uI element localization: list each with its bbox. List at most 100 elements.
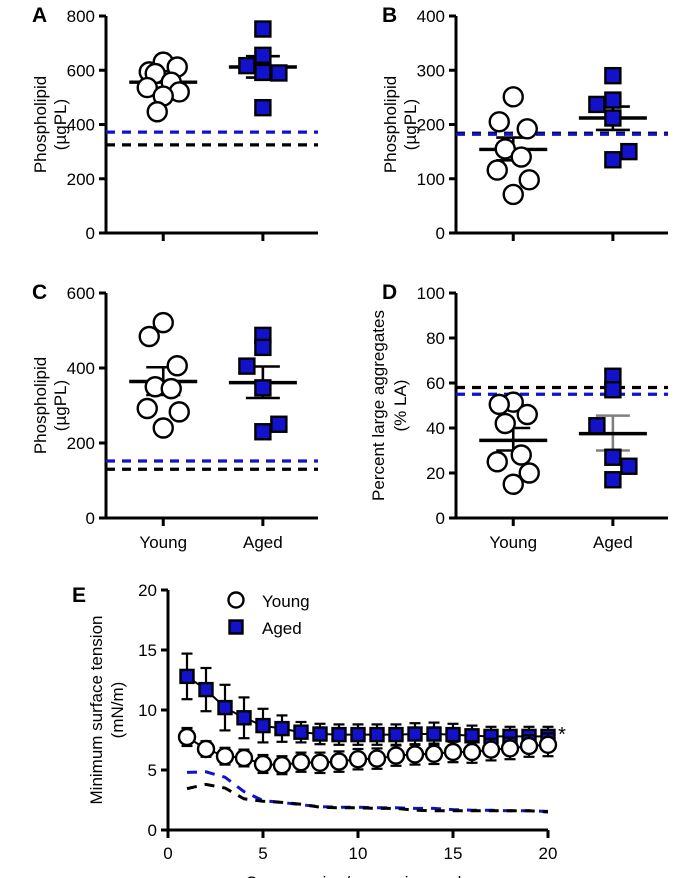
aged-datapoint	[426, 726, 442, 742]
young-datapoint	[510, 444, 532, 466]
young-group	[479, 391, 548, 495]
y-tick-label: 20	[138, 581, 157, 600]
aged-group	[578, 367, 647, 489]
aged-datapoint	[604, 151, 622, 169]
y-tick-label: 15	[138, 641, 157, 660]
panel-letter-c: C	[32, 281, 47, 304]
y-axis-title-line2: (µgPL)	[51, 99, 70, 150]
x-axis-categories	[511, 233, 615, 241]
y-tick-label: 80	[426, 329, 445, 348]
y-tick-label: 60	[426, 374, 445, 393]
markers	[179, 668, 556, 745]
aged-datapoint	[270, 64, 288, 82]
young-datapoint	[215, 747, 235, 766]
panel-d: D 0 20 40 60 80 100 Young Aged Percent large aggr…	[369, 281, 668, 552]
y-tick-label: 5	[148, 761, 157, 780]
y-tick-label: 0	[436, 509, 445, 528]
aged-datapoint	[254, 338, 272, 357]
aged-datapoint	[407, 726, 423, 742]
legend-marker-young	[227, 591, 245, 609]
y-tick-label: 600	[67, 284, 95, 303]
panel-letter-e: E	[72, 584, 86, 607]
x-tick-label: 15	[444, 844, 463, 863]
young-datapoint	[516, 118, 538, 140]
y-axis-title-line1: Phospholipid	[31, 76, 50, 173]
aged-datapoint	[331, 726, 347, 743]
young-datapoint	[516, 403, 538, 426]
aged-datapoint	[270, 415, 288, 433]
aged-datapoint	[238, 56, 256, 75]
legend: Young Aged	[227, 591, 310, 638]
young-datapoint	[166, 355, 188, 377]
y-tick-label: 100	[417, 170, 445, 189]
legend-marker-aged	[228, 619, 244, 635]
young-datapoint	[152, 311, 174, 334]
young-datapoint	[443, 742, 463, 762]
y-tick-label: 100	[417, 284, 445, 303]
young-datapoint	[486, 451, 508, 473]
y-axis-title-line2: (µgPL)	[51, 380, 70, 431]
young-datapoint	[291, 753, 311, 772]
aged-datapoint	[604, 471, 622, 489]
young-group	[129, 51, 198, 123]
young-group	[479, 86, 548, 206]
young-datapoint	[481, 740, 501, 759]
aged-datapoint	[254, 46, 272, 65]
y-axis-title-line1: Percent large aggregates	[369, 310, 388, 501]
panel-e: E 0 5 10 15 20 0 5 10 15 20 * Young Aged Minimum surfa…	[72, 581, 566, 878]
reference-lines	[456, 385, 668, 396]
x-category-label-aged: Aged	[593, 533, 633, 552]
panel-a: A 0 200 400 600 800 Phospholipid (µgPL)	[31, 4, 318, 243]
aged-datapoint	[254, 98, 272, 117]
reference-line-aged-reference	[186, 770, 549, 813]
young-datapoint	[386, 746, 406, 765]
young-datapoint	[177, 727, 197, 747]
reference-series	[186, 770, 549, 814]
aged-group	[228, 326, 297, 441]
y-axis-title-line1: Minimum surface tension	[87, 616, 106, 805]
y-tick-label: 20	[426, 464, 445, 483]
young-datapoint	[168, 401, 190, 423]
young-datapoint	[196, 739, 216, 759]
aged-datapoint	[254, 63, 272, 82]
aged-datapoint	[588, 417, 606, 435]
young-datapoint	[518, 169, 540, 191]
x-axis-categories	[161, 233, 265, 241]
young-datapoint	[519, 736, 539, 756]
significance-asterisk: *	[558, 724, 566, 746]
y-tick-label: 800	[67, 7, 95, 26]
young-datapoint	[486, 159, 508, 181]
panel-b: B 0 100 200 300 400 Phospholipid (µgPL)	[381, 4, 668, 243]
young-datapoint	[488, 393, 510, 416]
young-datapoint	[518, 462, 540, 484]
aged-datapoint	[254, 423, 272, 441]
young-datapoint	[367, 749, 387, 768]
y-axis-title-line1: Phospholipid	[31, 357, 50, 454]
aged-datapoint	[604, 448, 622, 466]
reference-lines	[106, 459, 318, 471]
aged-datapoint	[255, 717, 271, 734]
aged-datapoint	[254, 20, 272, 38]
y-axis-title-line2: (% LA)	[391, 380, 410, 432]
reference-lines	[106, 130, 318, 147]
y-tick-label: 600	[67, 61, 95, 80]
aged-datapoint	[238, 357, 256, 375]
legend-label-young: Young	[262, 592, 310, 611]
young-datapoint	[146, 101, 168, 123]
young-datapoint	[138, 325, 160, 348]
aged-datapoint	[293, 724, 309, 740]
reference-lines	[456, 131, 668, 136]
y-tick-label: 400	[67, 359, 95, 378]
y-tick-label: 200	[67, 170, 95, 189]
y-tick-label: 0	[148, 821, 157, 840]
young-datapoint	[500, 739, 520, 758]
young-datapoint	[502, 473, 524, 495]
aged-datapoint	[350, 726, 366, 743]
aged-datapoint	[217, 699, 233, 716]
young-datapoint	[310, 753, 330, 772]
aged-datapoint	[236, 710, 252, 726]
aged-datapoint	[620, 142, 638, 161]
panel-letter-a: A	[32, 4, 47, 27]
markers	[177, 727, 558, 775]
